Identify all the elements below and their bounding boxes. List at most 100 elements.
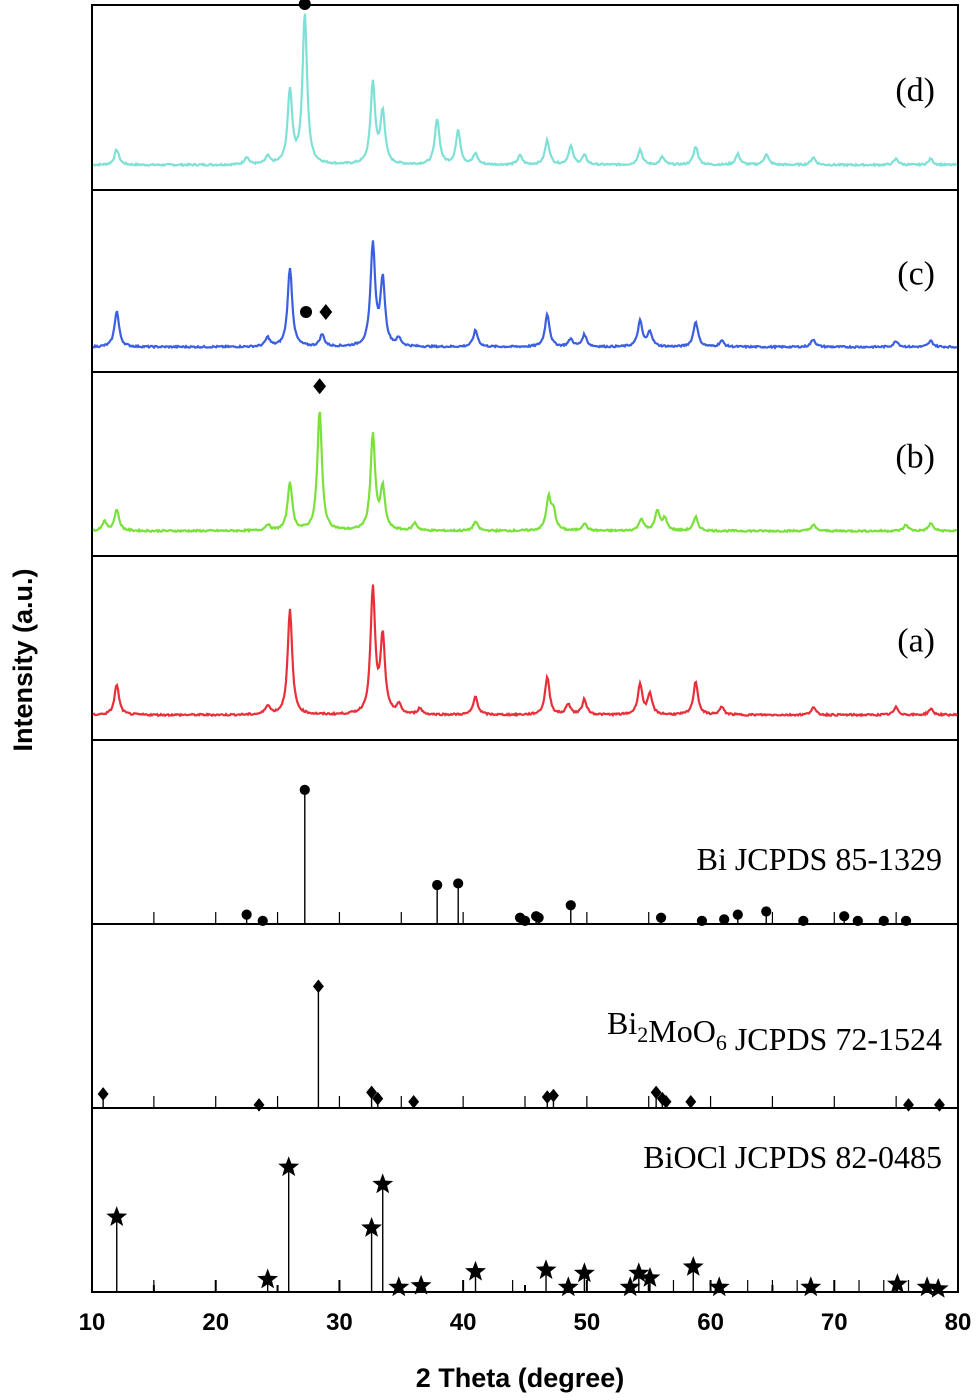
reference-marker-circle	[852, 915, 863, 926]
reference-marker-circle	[519, 915, 531, 926]
pattern-1: (c)	[93, 240, 958, 350]
reference-marker-diamond	[312, 979, 324, 994]
reference-marker-diamond	[253, 1098, 265, 1112]
reference-marker-circle	[696, 915, 708, 926]
reference-marker-star	[557, 1276, 579, 1297]
reference-marker-diamond	[366, 1085, 378, 1100]
x-tick-label: 60	[697, 1309, 724, 1336]
panel-frame-4	[91, 739, 959, 925]
pattern-label: (d)	[895, 72, 935, 109]
reference-marker-diamond	[903, 1098, 914, 1112]
reference-marker-diamond	[548, 1088, 559, 1103]
reference-marker-circle	[257, 915, 268, 926]
reference-marker-star	[927, 1277, 949, 1298]
reference-marker-star	[800, 1276, 822, 1297]
reference-marker-star	[372, 1173, 394, 1194]
pattern-0: (d)	[92, 0, 958, 168]
reference-marker-circle	[719, 914, 730, 925]
panel-frame-1	[91, 189, 959, 373]
reference-label-part: JCPDS 72-1524	[727, 1021, 942, 1057]
pattern-line	[93, 240, 958, 350]
reference-marker-star	[388, 1276, 410, 1297]
reference-label-part: Bi	[697, 841, 727, 877]
reference-marker-star	[535, 1259, 557, 1280]
reference-marker-diamond	[934, 1098, 945, 1112]
peak-marker-circle	[300, 306, 313, 318]
reference-marker-circle	[299, 784, 310, 795]
x-tick-label: 20	[202, 1309, 229, 1336]
peak-marker-circle	[298, 0, 311, 10]
reference-label-part: JCPDS 82-0485	[727, 1139, 942, 1175]
reference-marker-star	[682, 1256, 704, 1276]
panel-frames	[91, 4, 959, 1293]
reference-marker-circle	[798, 915, 809, 926]
reference-marker-circle	[533, 912, 544, 923]
pattern-line	[92, 411, 958, 534]
reference-marker-star	[410, 1274, 432, 1295]
reference-marker-circle	[432, 879, 443, 891]
reference-label-part: JCPDS 85-1329	[727, 841, 942, 877]
reference-marker-diamond	[660, 1094, 672, 1109]
x-tick-label: 10	[79, 1309, 106, 1336]
reference-label: Bi JCPDS 85-1329	[697, 841, 942, 877]
reference-marker-circle	[839, 911, 850, 922]
reference-marker-circle	[565, 900, 576, 911]
reference-marker-diamond	[408, 1094, 420, 1109]
x-tick-label: 40	[450, 1309, 477, 1336]
y-axis-label: Intensity (a.u.)	[8, 568, 38, 751]
pattern-line	[92, 13, 958, 168]
reference-marker-circle	[655, 912, 667, 923]
panel-frame-5	[91, 923, 959, 1109]
x-tick-label: 50	[574, 1309, 601, 1336]
x-axis-label: 2 Theta (degree)	[416, 1363, 625, 1393]
reference-marker-star	[106, 1206, 128, 1226]
pattern-label: (a)	[897, 623, 935, 660]
reference-label-part: MoO	[648, 1013, 716, 1049]
reference-marker-star	[619, 1276, 641, 1297]
reference-marker-star	[628, 1262, 650, 1283]
reference-marker-diamond	[650, 1085, 662, 1100]
reference-marker-star	[573, 1262, 595, 1283]
reference-marker-circle	[900, 915, 912, 926]
reference-marker-diamond	[372, 1091, 384, 1106]
reference-marker-diamond	[97, 1087, 109, 1101]
reference-0: Bi JCPDS 85-1329	[153, 784, 942, 926]
reference-marker-circle	[878, 915, 889, 926]
reference-marker-star	[916, 1276, 938, 1297]
x-axis: 10 20 30 40 50 60 70 80	[79, 1280, 972, 1336]
panel-frame-6	[91, 1107, 959, 1293]
panel-frame-3	[91, 555, 959, 741]
reference-label: Bi2MoO6 JCPDS 72-1524	[607, 1005, 942, 1057]
reference-2: BiOCl JCPDS 82-0485	[106, 1139, 949, 1298]
reference-marker-circle	[241, 909, 252, 920]
reference-marker-diamond	[685, 1094, 697, 1109]
reference-marker-star	[257, 1268, 279, 1289]
reference-label-subscript: 2	[637, 1022, 648, 1047]
reference-marker-circle	[732, 909, 743, 920]
peak-marker-diamond	[313, 378, 327, 395]
reference-marker-star	[361, 1217, 383, 1237]
reference-1: Bi2MoO6 JCPDS 72-1524	[97, 979, 945, 1112]
reference-marker-circle	[453, 878, 464, 889]
reference-marker-circle	[761, 906, 772, 917]
reference-marker-star	[278, 1156, 300, 1177]
x-tick-label: 80	[945, 1309, 972, 1336]
reference-label-subscript: 6	[716, 1030, 727, 1055]
panel-frame-2	[91, 371, 959, 557]
pattern-2: (b)	[92, 378, 958, 534]
pattern-label: (c)	[897, 256, 935, 293]
x-tick-label: 70	[821, 1309, 848, 1336]
reference-label: BiOCl JCPDS 82-0485	[643, 1139, 942, 1175]
reference-label-part: Bi	[607, 1005, 637, 1041]
x-tick-label: 30	[326, 1309, 353, 1336]
reference-marker-star	[886, 1273, 908, 1294]
pattern-line	[92, 584, 958, 718]
reference-marker-star	[708, 1276, 730, 1297]
peak-marker-diamond	[319, 304, 333, 320]
pattern-label: (b)	[895, 439, 935, 476]
reference-label-part: BiOCl	[643, 1139, 727, 1175]
pattern-3: (a)	[92, 584, 958, 718]
reference-marker-star	[639, 1267, 661, 1287]
